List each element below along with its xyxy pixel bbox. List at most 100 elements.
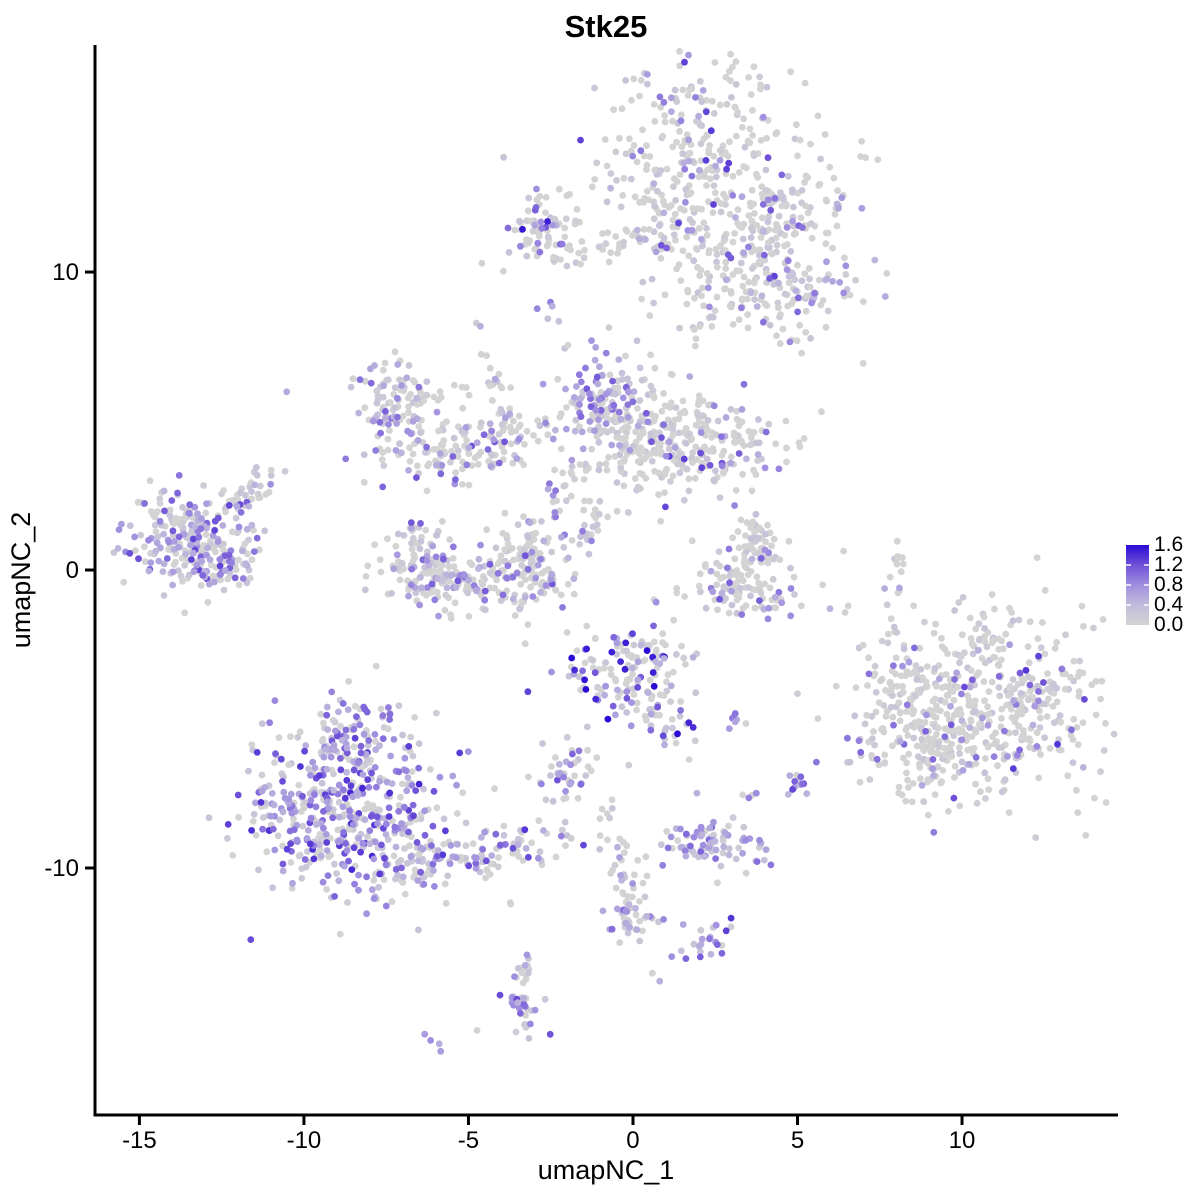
cell-point (739, 791, 747, 799)
cell-point (996, 692, 1004, 700)
cell-point (603, 198, 611, 206)
cell-point (981, 633, 989, 640)
cell-point (679, 86, 687, 94)
cell-point (331, 718, 339, 726)
cell-point (687, 842, 694, 850)
cell-point (539, 380, 547, 388)
y-tick-label: 10 (52, 259, 79, 286)
cell-point (582, 364, 589, 372)
cell-point (840, 289, 848, 297)
cell-point (642, 409, 650, 417)
cell-point (951, 762, 959, 770)
cell-point (1051, 644, 1059, 652)
cell-point (524, 207, 532, 215)
cell-point (593, 159, 601, 167)
cell-point (903, 708, 910, 715)
cell-point (582, 686, 590, 693)
cell-point (357, 848, 364, 856)
cell-point (253, 471, 261, 479)
cell-point (474, 461, 482, 468)
cell-point (443, 584, 451, 592)
cell-point (695, 853, 702, 861)
cell-point (783, 266, 791, 274)
cell-point (486, 382, 494, 390)
cell-point (662, 452, 670, 460)
cell-point (632, 911, 640, 919)
cell-point (630, 691, 638, 698)
cell-point (794, 261, 801, 269)
cell-point (636, 898, 643, 905)
cell-point (831, 210, 839, 218)
cell-point (803, 790, 811, 797)
cell-point (981, 769, 989, 777)
cell-point (739, 470, 746, 478)
cell-point (1037, 644, 1045, 652)
cell-point (581, 246, 588, 254)
cell-point (337, 754, 344, 762)
cell-point (114, 545, 122, 552)
cell-point (319, 878, 327, 886)
cell-point (478, 259, 486, 267)
cell-point (462, 384, 470, 391)
cell-point (714, 879, 721, 887)
cell-point (195, 533, 203, 541)
cell-point (542, 209, 549, 217)
cell-point (481, 596, 489, 604)
cell-point (935, 675, 943, 683)
cell-point (988, 678, 996, 686)
cell-point (686, 190, 694, 198)
cell-point (811, 289, 818, 297)
cell-point (372, 447, 380, 454)
cell-point (528, 839, 535, 847)
cell-point (592, 695, 600, 703)
cell-point (697, 449, 704, 457)
cell-point (1080, 623, 1087, 630)
cell-point (295, 852, 303, 860)
cell-point (1092, 678, 1100, 685)
cell-point (971, 726, 979, 734)
cell-point (955, 599, 963, 606)
cell-point (944, 650, 951, 657)
cell-point (672, 404, 680, 411)
cell-point (436, 773, 444, 781)
cell-point (710, 831, 718, 839)
cell-point (747, 535, 755, 542)
cell-point (705, 249, 713, 257)
cell-point (791, 591, 798, 598)
cell-point (442, 827, 449, 835)
cell-point (604, 513, 611, 521)
cell-point (205, 814, 213, 822)
cell-point (669, 431, 677, 439)
cell-point (423, 870, 431, 877)
cell-point (567, 761, 574, 769)
cell-point (512, 427, 520, 435)
cell-point (868, 713, 876, 720)
cell-point (165, 538, 173, 546)
cell-point (464, 748, 472, 755)
cell-point (169, 527, 177, 535)
cell-point (766, 321, 774, 329)
cell-point (739, 124, 746, 131)
cell-point (409, 450, 417, 458)
cell-point (725, 159, 733, 167)
cell-point (222, 508, 230, 516)
cell-point (706, 935, 713, 943)
cell-point (584, 746, 591, 754)
cell-point (567, 835, 575, 842)
cell-point (551, 466, 558, 474)
cell-point (672, 196, 679, 204)
cell-point (525, 1035, 533, 1042)
cell-point (472, 854, 480, 862)
cell-point (283, 388, 291, 396)
cell-point (495, 854, 502, 861)
cell-point (760, 227, 767, 235)
cell-point (293, 836, 301, 844)
cell-point (665, 438, 673, 446)
cell-point (738, 611, 746, 618)
cell-point (1069, 759, 1077, 766)
cell-point (612, 390, 619, 398)
cell-point (682, 198, 689, 206)
cell-point (704, 132, 711, 140)
cell-point (730, 432, 738, 440)
cell-point (492, 830, 500, 838)
